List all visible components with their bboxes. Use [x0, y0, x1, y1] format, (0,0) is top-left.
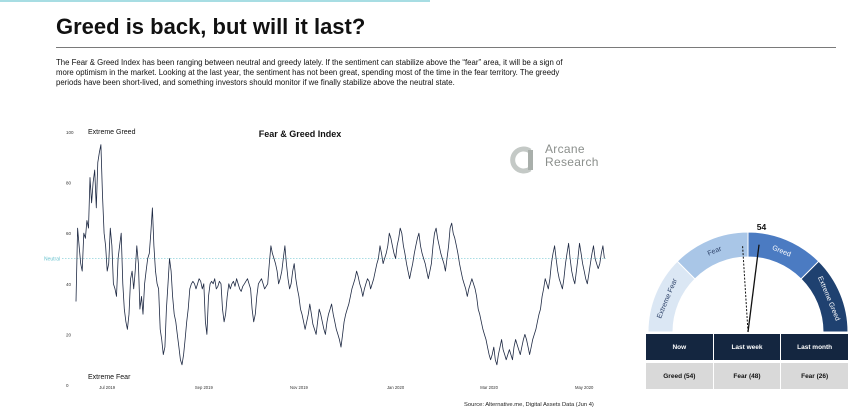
brand-line-1: Arcane [545, 142, 585, 156]
value-now: Greed (54) [646, 360, 714, 389]
extreme-fear-annotation: Extreme Fear [88, 374, 131, 381]
gauge-segment-3 [800, 260, 849, 333]
header-now: Now [646, 334, 714, 362]
brand-line-2: Research [545, 155, 599, 169]
page-title: Greed is back, but will it last? [56, 14, 366, 39]
gauge-value-label: 54 [757, 222, 767, 232]
y-tick-label-2: 40 [66, 282, 72, 287]
y-tick-label-0: 0 [66, 383, 69, 388]
x-tick-label-0: Jul 2019 [99, 385, 116, 390]
value-last-month: Fear (26) [780, 360, 848, 389]
source-note: Source: Alternative.me, Digital Assets D… [464, 402, 594, 408]
gauge-needle [747, 244, 760, 333]
x-tick-label-5: May 2020 [575, 385, 594, 390]
top-accent-strip [0, 0, 430, 2]
arcane-logo-icon [510, 146, 533, 174]
brand-name: Arcane Research [545, 143, 599, 169]
x-tick-label-1: Sep 2019 [195, 385, 214, 390]
y-tick-label-3: 60 [66, 231, 72, 236]
x-tick-label-3: Jan 2020 [387, 385, 405, 390]
header-last-month: Last month [780, 334, 848, 362]
y-tick-label-5: 100 [66, 130, 74, 135]
fear-greed-series-line [75, 144, 605, 366]
y-tick-label-4: 80 [66, 181, 72, 186]
x-tick-label-4: Mar 2020 [480, 385, 498, 390]
gauge-previous-needle [742, 246, 749, 333]
fear-greed-line-chart: Fear & Greed Index 0 20 40 60 80 100 Jul 2019 Se… [44, 129, 606, 390]
chart-title: Fear & Greed Index [259, 129, 342, 139]
extreme-greed-annotation: Extreme Greed [88, 129, 136, 136]
intro-paragraph: The Fear & Greed Index has been ranging … [56, 58, 563, 87]
sentiment-summary-table: Now Last week Last month Greed (54) Fear… [646, 334, 848, 389]
neutral-label: Neutral [44, 257, 60, 263]
header-last-week: Last week [713, 334, 782, 362]
value-last-week: Fear (48) [713, 360, 782, 389]
x-tick-label-2: Nov 2019 [290, 385, 309, 390]
y-tick-label-1: 20 [66, 332, 72, 337]
table-row: Greed (54) Fear (48) Fear (26) [646, 360, 848, 389]
table-header-row: Now Last week Last month [646, 334, 848, 362]
title-divider [56, 47, 836, 48]
